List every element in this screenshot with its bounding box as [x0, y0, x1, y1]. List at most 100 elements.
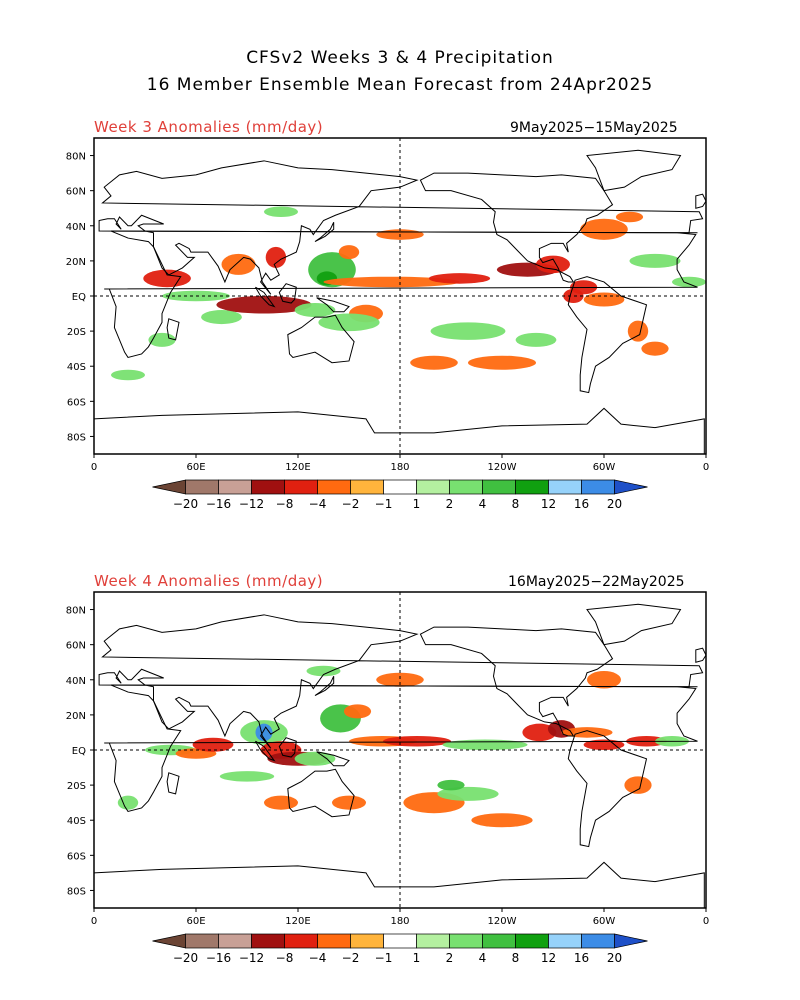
coastline: [695, 193, 706, 209]
anomaly-region: [294, 751, 336, 766]
coastline: [98, 614, 704, 749]
lat-tick-label: 40N: [66, 222, 86, 233]
coastline: [586, 603, 682, 646]
coastline: [695, 647, 706, 663]
anomaly-region: [265, 246, 287, 268]
lon-tick-label: 60W: [593, 916, 616, 927]
lat-tick-label: 40N: [66, 676, 86, 687]
colorbar-label: 2: [446, 497, 454, 510]
anomaly-region: [111, 369, 145, 381]
colorbar-segment: [317, 479, 351, 495]
anomaly-region: [323, 276, 460, 288]
colorbar-label: 8: [512, 951, 520, 964]
lon-tick-label: 60E: [186, 462, 205, 473]
anomaly-region: [383, 735, 451, 747]
anomaly-region: [583, 739, 625, 750]
anomaly-region: [306, 665, 341, 677]
anomaly-region: [430, 322, 506, 340]
anomaly-region: [629, 253, 681, 268]
colorbar-label: −20: [173, 951, 198, 964]
anomaly-region: [143, 269, 191, 288]
coastline: [567, 276, 648, 394]
anomaly-region: [216, 296, 312, 314]
week3-label: Week 3 Anomalies (mm/day): [94, 118, 324, 136]
colorbar-label: −12: [239, 951, 264, 964]
anomaly-region: [294, 303, 336, 318]
colorbar-label: −16: [206, 497, 231, 510]
anomaly-region: [583, 292, 625, 307]
colorbar-label: 1: [413, 951, 421, 964]
lat-tick-label: 80N: [66, 606, 86, 617]
figure-title-line1: CFSv2 Weeks 3 & 4 Precipitation: [246, 48, 554, 68]
colorbar-segment: [251, 479, 285, 495]
anomaly-region: [219, 771, 275, 782]
colorbar-segment: [185, 479, 219, 495]
colorbar-segment: [416, 479, 450, 495]
lat-tick-label: 40S: [67, 362, 86, 373]
colorbar-label: 16: [574, 497, 589, 510]
anomaly-region: [468, 355, 536, 370]
coastline: [255, 740, 276, 762]
colorbar: −20 −16 −12 −8 −4 −2 −1 1 2 4 8 12 16 20: [152, 479, 648, 510]
colorbar-segment: [350, 479, 384, 495]
anomaly-region: [442, 739, 528, 750]
figure-title-line2: 16 Member Ensemble Mean Forecast from 24…: [146, 75, 654, 95]
lat-tick-label: EQ: [72, 292, 86, 303]
colorbar-segment: [548, 479, 582, 495]
anomaly-region: [117, 795, 139, 810]
colorbar-segment: [449, 479, 483, 495]
colorbar-label: 12: [541, 951, 556, 964]
lon-tick-label: 180: [390, 462, 409, 473]
colorbar: −20 −16 −12 −8 −4 −2 −1 1 2 4 8 12 16 20: [152, 933, 648, 964]
anomaly-region: [563, 288, 584, 304]
anomaly-region: [536, 255, 570, 274]
anomaly-region: [192, 737, 234, 752]
coastline: [314, 222, 335, 243]
colorbar-min-arrow: [152, 479, 186, 495]
colorbar-label: 16: [574, 951, 589, 964]
anomaly-region: [332, 795, 366, 810]
coastline: [419, 172, 614, 283]
anomaly-region: [318, 313, 380, 332]
colorbar-label: 12: [541, 497, 556, 510]
anomaly-region: [672, 276, 706, 288]
lat-tick-label: 20S: [67, 327, 86, 338]
colorbar-segment: [284, 933, 318, 949]
colorbar-label: 2: [446, 951, 454, 964]
colorbar-label: 4: [479, 951, 487, 964]
coastline: [586, 149, 682, 192]
anomaly-region: [338, 245, 360, 260]
anomaly-region: [264, 795, 298, 810]
colorbar-label: −16: [206, 951, 231, 964]
lon-tick-label: 120W: [488, 462, 517, 473]
colorbar-segment: [548, 933, 582, 949]
week3-dates: 9May2025−15May2025: [510, 120, 678, 136]
colorbar-segment: [317, 933, 351, 949]
coastline: [316, 297, 350, 313]
lat-tick-label: 20S: [67, 781, 86, 792]
week4-dates: 16May2025−22May2025: [508, 574, 685, 590]
coastline: [316, 751, 350, 767]
colorbar-label: −2: [342, 497, 360, 510]
colorbar-label: −4: [309, 497, 327, 510]
colorbar-segment: [416, 933, 450, 949]
coastline: [567, 730, 648, 848]
colorbar-segment: [581, 479, 615, 495]
coastline: [94, 407, 705, 454]
colorbar-max-arrow: [614, 479, 648, 495]
colorbar-segment: [350, 933, 384, 949]
coastline: [287, 768, 355, 818]
lat-tick-label: 80N: [66, 152, 86, 163]
coastline: [166, 772, 180, 795]
anomaly-region: [641, 341, 669, 356]
lon-tick-label: 60W: [593, 462, 616, 473]
colorbar-segment: [515, 933, 549, 949]
coastline: [287, 314, 355, 364]
colorbar-max-arrow: [614, 933, 648, 949]
colorbar-segment: [449, 933, 483, 949]
coastline: [104, 684, 698, 813]
colorbar-segment: [482, 933, 516, 949]
anomaly-region: [515, 332, 557, 347]
lon-tick-label: 120E: [285, 916, 310, 927]
lat-tick-label: EQ: [72, 746, 86, 757]
